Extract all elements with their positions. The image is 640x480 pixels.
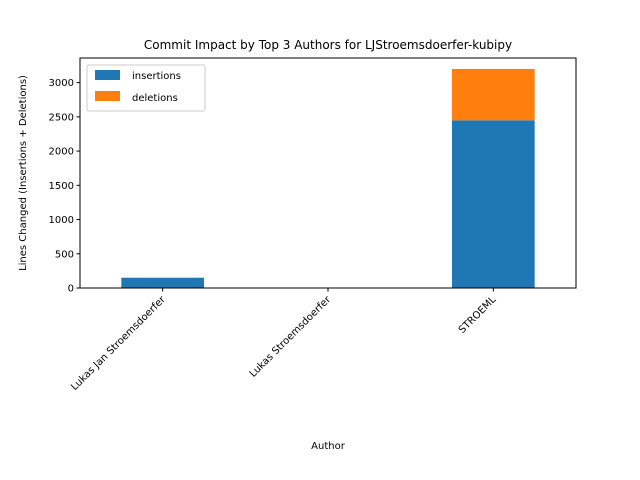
chart-title: Commit Impact by Top 3 Authors for LJStr… — [144, 38, 512, 52]
legend-label-insertions: insertions — [132, 71, 181, 82]
y-tick-label: 1000 — [49, 215, 74, 226]
y-axis-label: Lines Changed (Insertions + Deletions) — [18, 75, 29, 271]
y-tick-label: 1500 — [49, 181, 74, 192]
bar-insertions-0 — [121, 277, 204, 288]
y-tick-label: 2500 — [49, 112, 74, 123]
x-tick-label: Lukas Jan Stroemsdoerfer — [69, 294, 168, 393]
bar-insertions-2 — [452, 120, 535, 289]
x-tick-label: Lukas Stroemsdoerfer — [248, 294, 334, 380]
y-tick-label: 2000 — [49, 147, 74, 158]
legend-label-deletions: deletions — [132, 93, 178, 104]
y-tick-label: 0 — [68, 284, 74, 295]
bars-layer — [121, 68, 535, 289]
y-tick-label: 3000 — [49, 78, 74, 89]
bar-deletions-2 — [452, 68, 535, 121]
x-axis-label: Author — [311, 441, 346, 452]
y-axis-ticks: 0 500 1000 1500 2000 2500 3000 — [49, 78, 80, 295]
legend-swatch-insertions — [95, 70, 120, 80]
y-tick-label: 500 — [55, 249, 74, 260]
x-tick-label: STROEML — [457, 294, 499, 336]
x-axis-ticks: Lukas Jan Stroemsdoerfer Lukas Stroemsdoe… — [69, 288, 499, 393]
legend: insertions deletions — [86, 64, 206, 112]
legend-swatch-deletions — [95, 91, 120, 101]
